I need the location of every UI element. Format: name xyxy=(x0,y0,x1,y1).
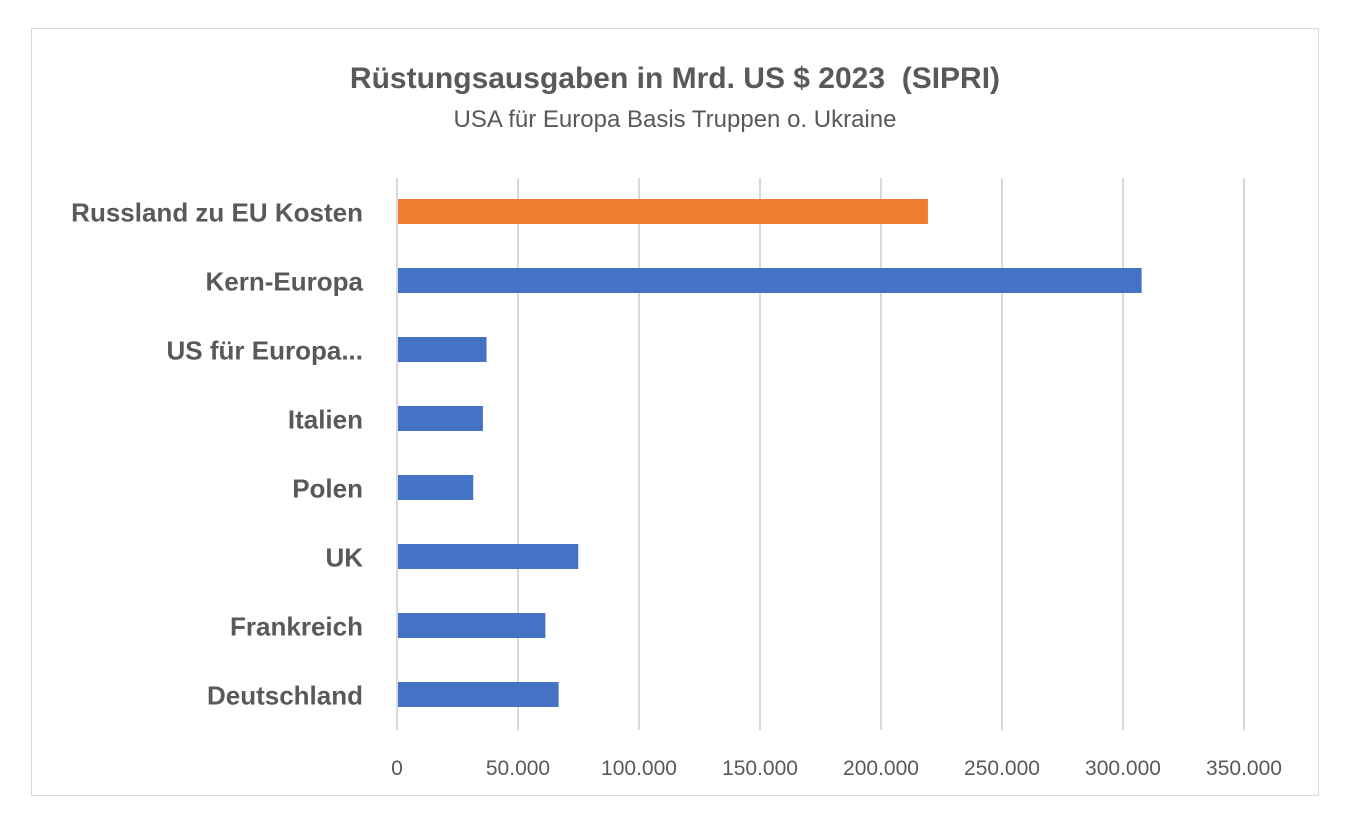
bar xyxy=(398,475,474,500)
category-label: Russland zu EU Kosten xyxy=(71,198,363,228)
category-label: Italien xyxy=(288,405,363,435)
category-label: UK xyxy=(325,543,363,573)
chart-subtitle: USA für Europa Basis Truppen o. Ukraine xyxy=(454,106,897,133)
chart-frame xyxy=(31,28,1319,796)
category-label: Polen xyxy=(292,474,363,504)
bar xyxy=(398,268,1142,293)
bar xyxy=(398,682,559,707)
category-label: Kern-Europa xyxy=(206,267,364,297)
x-tick-label: 250.000 xyxy=(964,757,1040,780)
bar xyxy=(398,199,928,224)
x-tick-label: 150.000 xyxy=(722,757,798,780)
x-tick-label: 300.000 xyxy=(1085,757,1161,780)
chart-title: Rüstungsausgaben in Mrd. US $ 2023 (SIPR… xyxy=(350,62,1000,95)
category-label: US für Europa... xyxy=(167,336,363,366)
bar xyxy=(398,544,579,569)
bar xyxy=(398,406,483,431)
x-tick-label: 0 xyxy=(391,757,403,780)
category-label: Deutschland xyxy=(207,681,363,711)
x-tick-label: 350.000 xyxy=(1206,757,1282,780)
x-tick-label: 100.000 xyxy=(601,757,677,780)
x-tick-label: 50.000 xyxy=(486,757,550,780)
category-label: Frankreich xyxy=(230,612,363,642)
bar xyxy=(398,337,487,362)
x-tick-label: 200.000 xyxy=(843,757,919,780)
bar xyxy=(398,613,546,638)
